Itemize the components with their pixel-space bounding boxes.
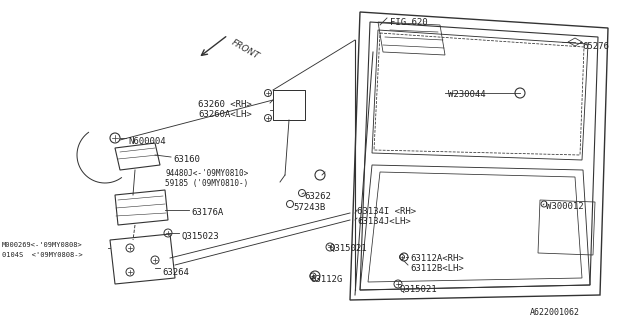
Text: FIG.620: FIG.620 <box>390 18 428 27</box>
Text: 94480J<-'09MY0810>: 94480J<-'09MY0810> <box>165 169 248 178</box>
Text: 0104S  <'09MY0808->: 0104S <'09MY0808-> <box>2 252 83 258</box>
Text: 63176A: 63176A <box>191 208 223 217</box>
Text: 63262: 63262 <box>304 192 331 201</box>
Text: Q315021: Q315021 <box>400 285 438 294</box>
Text: 57243B: 57243B <box>293 203 325 212</box>
Text: 63134I <RH>: 63134I <RH> <box>357 207 416 216</box>
Text: Q315021: Q315021 <box>330 244 367 253</box>
Text: 63112G: 63112G <box>310 275 342 284</box>
Text: 63264: 63264 <box>162 268 189 277</box>
Text: N600004: N600004 <box>128 137 166 146</box>
Text: 59185 ('09MY0810-): 59185 ('09MY0810-) <box>165 179 248 188</box>
Text: 63134J<LH>: 63134J<LH> <box>357 217 411 226</box>
Text: 63260A<LH>: 63260A<LH> <box>198 110 252 119</box>
Text: 63112B<LH>: 63112B<LH> <box>410 264 464 273</box>
Text: M000269<-'09MY0808>: M000269<-'09MY0808> <box>2 242 83 248</box>
Text: A622001062: A622001062 <box>530 308 580 317</box>
Text: W230044: W230044 <box>448 90 486 99</box>
Text: W300012: W300012 <box>546 202 584 211</box>
Text: 65276: 65276 <box>582 42 609 51</box>
Text: 63260 <RH>: 63260 <RH> <box>198 100 252 109</box>
Text: Q315023: Q315023 <box>181 232 219 241</box>
Text: 63112A<RH>: 63112A<RH> <box>410 254 464 263</box>
Text: FRONT: FRONT <box>230 38 261 61</box>
Text: 63160: 63160 <box>173 155 200 164</box>
